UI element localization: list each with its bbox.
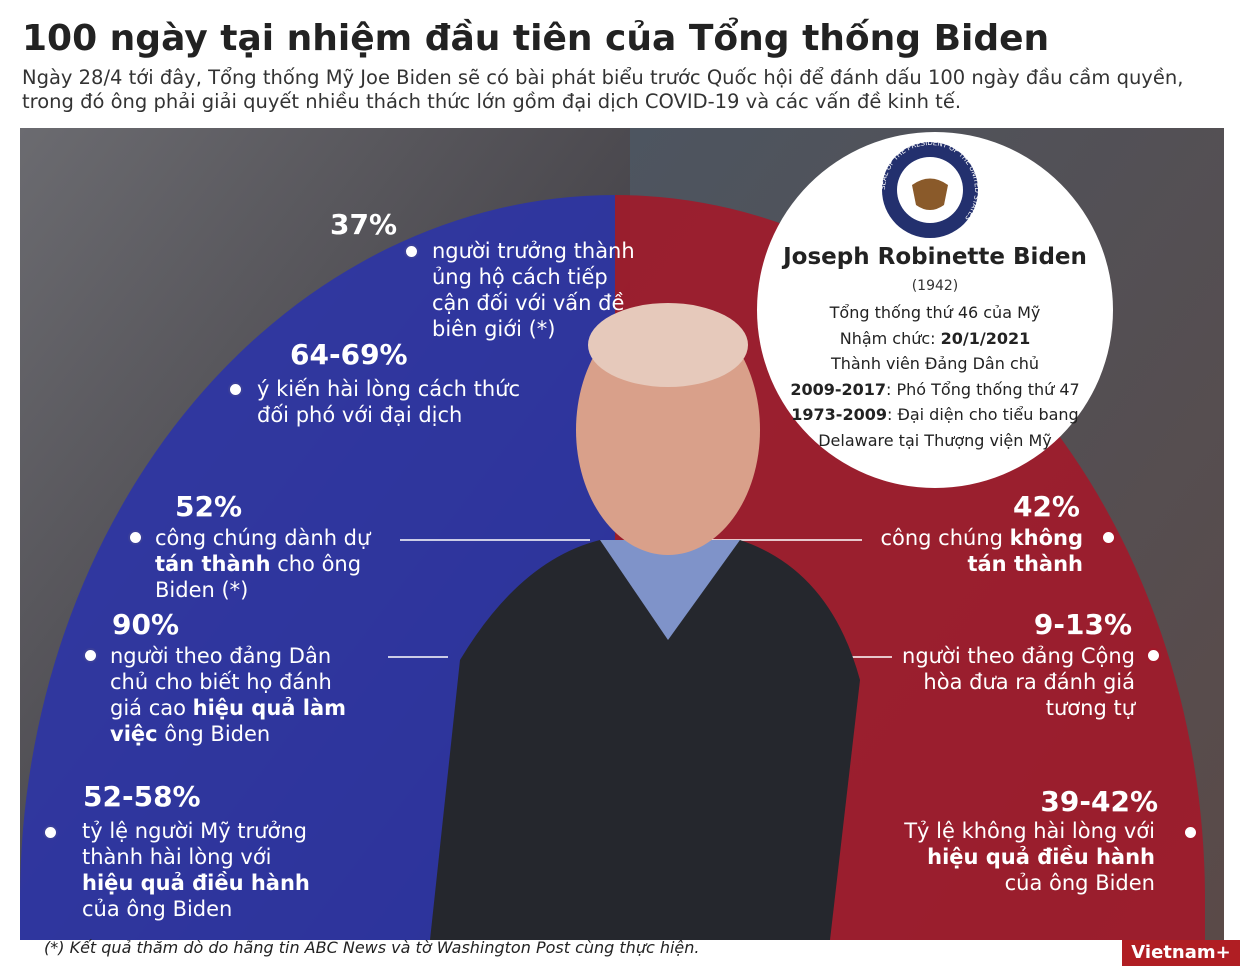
text-part: Tỷ lệ không hài lòng với — [904, 819, 1155, 843]
text-part: hiệu quả điều hành — [927, 845, 1155, 869]
text-part: 2009-2017 — [790, 379, 887, 399]
profile-line: Tổng thống thứ 46 của Mỹ — [790, 300, 1080, 326]
stat-text: công chúng dành dự tán thành cho ông Bid… — [155, 525, 415, 603]
stat-value: 52% — [175, 490, 243, 523]
bullet — [128, 530, 143, 545]
text-part: tán thành — [155, 552, 271, 576]
stat-text: Tỷ lệ không hài lòng với hiệu quả điều h… — [885, 818, 1155, 896]
bullet — [43, 825, 58, 840]
intro: Ngày 28/4 tới đây, Tổng thống Mỹ Joe Bid… — [22, 66, 1184, 113]
stat-text: công chúng không tán thành — [863, 525, 1083, 577]
profile-name: Joseph Robinette Biden — [783, 244, 1087, 270]
profile-line: 2009-2017: Phó Tổng thống thứ 47 — [790, 377, 1080, 403]
seal-eagle — [912, 178, 948, 210]
text-part: không tán thành — [967, 526, 1083, 576]
stat-value: 9-13% — [1033, 608, 1132, 641]
bullet — [1183, 825, 1198, 840]
logo: Vietnam+ — [1122, 940, 1240, 966]
text-part: 1973-2009 — [791, 405, 887, 424]
bullet — [228, 382, 243, 397]
stat-value: 42% — [1012, 490, 1080, 523]
text-part: Thành viên Đảng Dân chủ — [830, 354, 1040, 373]
stat-value: 37% — [330, 208, 398, 241]
bullet — [1101, 530, 1116, 545]
suit — [430, 540, 860, 940]
text-part: người trưởng thành ủng hộ cách tiếp cận … — [432, 239, 635, 341]
profile-lines: Tổng thống thứ 46 của Mỹ Nhậm chức: 20/1/… — [790, 300, 1080, 453]
text-part: : Phó Tổng thống thứ 47 — [886, 379, 1080, 399]
profile-card — [757, 132, 1113, 488]
stat-value: 52-58% — [83, 780, 201, 813]
stat-text: người theo đảng Cộng hòa đưa ra đánh giá… — [885, 643, 1135, 721]
text-part: công chúng — [880, 526, 1010, 550]
text-part: Tổng thống thứ 46 của Mỹ — [829, 303, 1041, 322]
bullet — [83, 648, 98, 663]
stat-text: ý kiến hài lòng cách thức đối phó với đạ… — [257, 376, 537, 428]
profile-line: Nhậm chức: 20/1/2021 — [790, 326, 1080, 352]
text-part: của ông Biden — [82, 897, 233, 921]
text-part: tỷ lệ người Mỹ trưởng thành hài lòng với — [82, 819, 307, 869]
stat-value: 64-69% — [290, 338, 408, 371]
profile-line: 1973-2009: Đại diện cho tiểu bang Delawa… — [790, 402, 1080, 453]
text-part: người theo đảng Dân chủ cho biết họ đánh… — [110, 644, 332, 720]
footnote: (*) Kết quả thăm dò do hãng tin ABC News… — [44, 938, 700, 957]
stat-text: người trưởng thành ủng hộ cách tiếp cận … — [432, 238, 642, 342]
bullet — [1146, 648, 1161, 663]
stat-value: 39-42% — [1040, 785, 1158, 818]
text-part: cho ông Biden (*) — [155, 552, 362, 602]
profile-line: Thành viên Đảng Dân chủ — [790, 351, 1080, 377]
stat-value: 90% — [112, 608, 180, 641]
text-part: : Đại diện cho tiểu bang Delaware tại Th… — [818, 405, 1079, 450]
text-part: của ông Biden — [1004, 871, 1155, 895]
text-part: 20/1/2021 — [940, 328, 1031, 348]
text-part: Nhậm chức: — [839, 328, 941, 348]
profile-born: (1942) — [911, 278, 959, 294]
bullet — [404, 244, 419, 259]
hair — [588, 303, 748, 387]
stat-text: tỷ lệ người Mỹ trưởng thành hài lòng với… — [82, 818, 322, 922]
text-part: ý kiến hài lòng cách thức đối phó với đạ… — [257, 377, 521, 427]
text-part: hiệu quả điều hành — [82, 871, 310, 895]
shirt — [600, 540, 740, 640]
text-part: công chúng dành dự — [155, 526, 371, 550]
text-part: ông Biden — [157, 722, 271, 746]
title: 100 ngày tại nhiệm đầu tiên của Tổng thố… — [22, 18, 1050, 59]
text-part: người theo đảng Cộng hòa đưa ra đánh giá… — [902, 644, 1135, 720]
text-part: hiệu quả làm việc — [110, 696, 347, 746]
stat-text: người theo đảng Dân chủ cho biết họ đánh… — [110, 643, 370, 747]
